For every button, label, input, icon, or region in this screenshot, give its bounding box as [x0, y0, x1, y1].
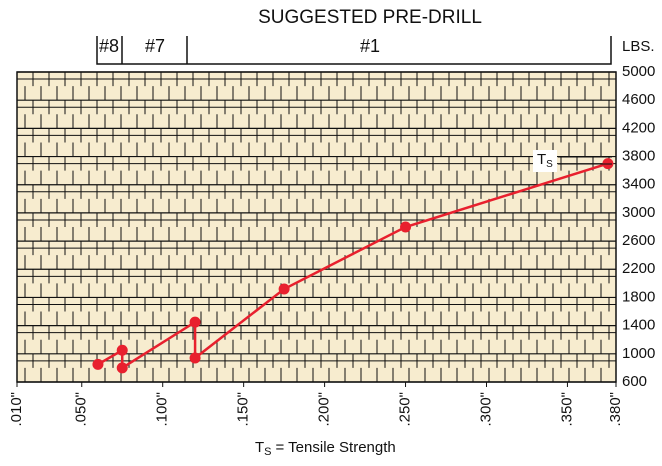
y-tick-label: 1400 [622, 317, 655, 334]
x-tick-label: .050" [73, 392, 90, 427]
x-tick-label: .150" [235, 392, 252, 427]
footnote: TS = Tensile Strength [255, 439, 396, 458]
plot-frame [16, 71, 617, 383]
y-axis-label: LBS. [622, 38, 655, 55]
y-tick-label: 600 [622, 373, 647, 390]
footnote-subscript: S [264, 446, 271, 458]
data-point [116, 344, 128, 356]
x-tick-label: .350" [558, 392, 575, 427]
annotation: TS [533, 150, 612, 172]
annotation-text: TS [537, 151, 553, 170]
x-tick-label: .380" [607, 392, 624, 427]
y-tick-label: 1000 [622, 345, 655, 362]
drill-size: #7 [145, 36, 165, 56]
y-tick-label: 1800 [622, 288, 655, 305]
y-tick-label: 5000 [622, 63, 655, 80]
data-point [278, 283, 290, 295]
plot-background [17, 72, 616, 382]
y-tick-label: 4200 [622, 119, 655, 136]
bracket [96, 36, 612, 65]
x-tick-label: .250" [397, 392, 414, 427]
drill-size: #8 [99, 36, 119, 56]
footnote-symbol: T [255, 439, 264, 456]
y-tick-label: 3000 [622, 204, 655, 221]
annotation-box [533, 150, 557, 172]
y-tick-label: 2200 [622, 260, 655, 277]
data-point [189, 316, 201, 328]
data-point [189, 352, 201, 364]
footnote-text: = Tensile Strength [276, 439, 396, 456]
drill-size: #1 [360, 36, 380, 56]
data-point [400, 221, 412, 233]
x-tick-label: .300" [477, 392, 494, 427]
chart-title: SUGGESTED PRE-DRILL [258, 7, 482, 28]
y-tick-label: 2600 [622, 232, 655, 249]
annotation-symbol: T [537, 151, 546, 168]
data-point [116, 362, 128, 374]
drill-brackets [96, 36, 612, 65]
x-tick-label: .010" [8, 392, 25, 427]
x-tick-label: .100" [154, 392, 171, 427]
annotation-subscript: S [546, 159, 553, 170]
y-tick-label: 4600 [622, 91, 655, 108]
data-point [92, 358, 104, 370]
y-tick-label: 3400 [622, 176, 655, 193]
x-tick-label: .200" [316, 392, 333, 427]
y-tick-label: 3800 [622, 148, 655, 165]
